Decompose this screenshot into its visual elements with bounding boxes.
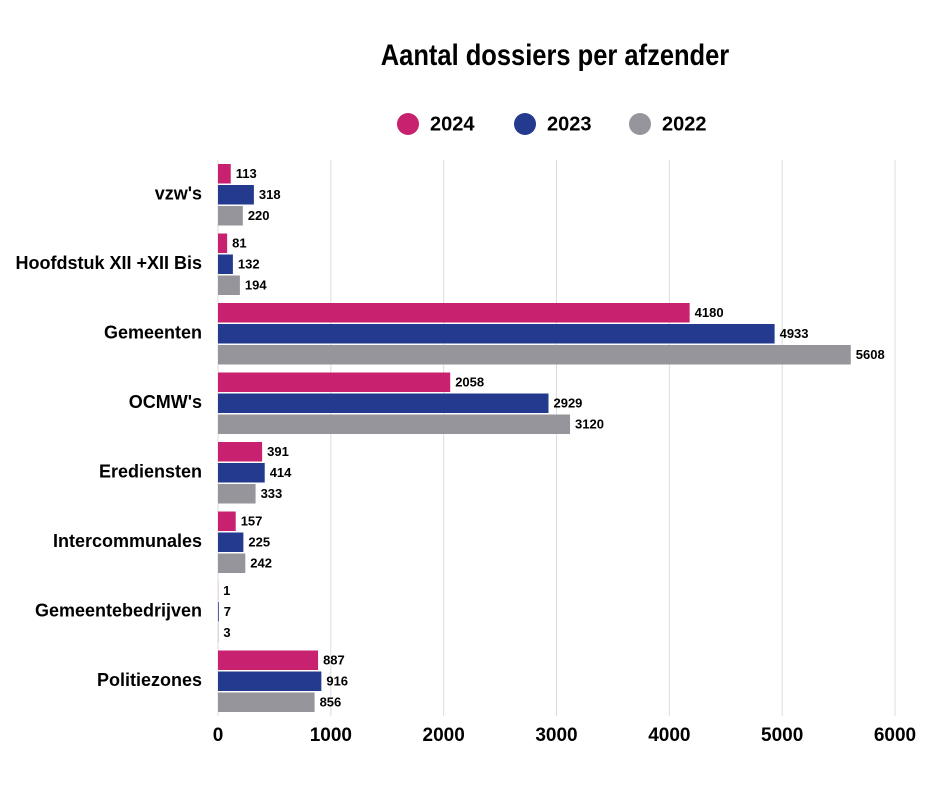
bar [218, 372, 451, 392]
bar [218, 275, 240, 295]
x-tick-label: 0 [213, 725, 224, 746]
bar [218, 254, 233, 274]
value-label: 2058 [455, 375, 484, 390]
value-label: 225 [248, 535, 270, 550]
bar [218, 692, 315, 712]
value-label: 194 [245, 278, 267, 293]
value-label: 3120 [575, 417, 604, 432]
value-label: 242 [250, 556, 272, 571]
value-label: 220 [248, 208, 270, 223]
bar [218, 206, 243, 226]
category-label: Gemeentebedrijven [35, 601, 202, 621]
value-label: 157 [241, 514, 263, 529]
category-label: OCMW's [129, 392, 202, 412]
value-label: 1 [223, 583, 230, 598]
category-label: vzw's [155, 184, 202, 204]
bar [218, 650, 319, 670]
category-label: Erediensten [99, 462, 202, 482]
value-label: 333 [261, 486, 283, 501]
bar [218, 303, 690, 323]
x-tick-label: 3000 [535, 725, 577, 746]
bar [218, 511, 236, 531]
bar [218, 324, 775, 344]
bar [218, 393, 549, 413]
value-label: 5608 [856, 347, 885, 362]
chart-title: Aantal dossiers per afzender [381, 38, 730, 71]
bar [218, 345, 851, 365]
bar [218, 414, 571, 434]
value-label: 318 [259, 187, 281, 202]
legend-marker [514, 113, 536, 135]
bar [218, 553, 246, 573]
x-tick-label: 5000 [761, 725, 803, 746]
category-label: Politiezones [97, 670, 202, 690]
bar [218, 164, 231, 184]
value-label: 81 [232, 236, 246, 251]
bar [218, 233, 228, 253]
x-tick-label: 1000 [310, 725, 352, 746]
value-label: 2929 [553, 396, 582, 411]
category-label: Gemeenten [104, 323, 202, 343]
x-tick-label: 4000 [648, 725, 690, 746]
bar [218, 671, 322, 691]
legend-marker [397, 113, 419, 135]
bar [218, 532, 244, 552]
value-label: 3 [223, 625, 230, 640]
value-label: 113 [236, 166, 257, 181]
legend-marker [629, 113, 651, 135]
bar [218, 463, 265, 483]
value-label: 887 [323, 653, 345, 668]
legend-label: 2024 [430, 113, 475, 135]
x-tick-label: 6000 [874, 725, 916, 746]
legend-label: 2023 [547, 113, 592, 135]
legend-label: 2022 [662, 113, 707, 135]
value-label: 4933 [780, 326, 809, 341]
category-label: Hoofdstuk XII +XII Bis [15, 253, 202, 273]
value-label: 916 [326, 674, 348, 689]
x-tick-label: 2000 [423, 725, 465, 746]
bar [218, 185, 254, 205]
bar [218, 602, 219, 622]
bar [218, 484, 256, 504]
value-label: 391 [267, 444, 289, 459]
value-label: 132 [238, 257, 260, 272]
value-label: 856 [320, 695, 342, 710]
value-label: 414 [270, 465, 292, 480]
value-label: 4180 [695, 305, 724, 320]
value-label: 7 [224, 604, 231, 619]
category-label: Intercommunales [53, 531, 202, 551]
bar [218, 442, 263, 462]
